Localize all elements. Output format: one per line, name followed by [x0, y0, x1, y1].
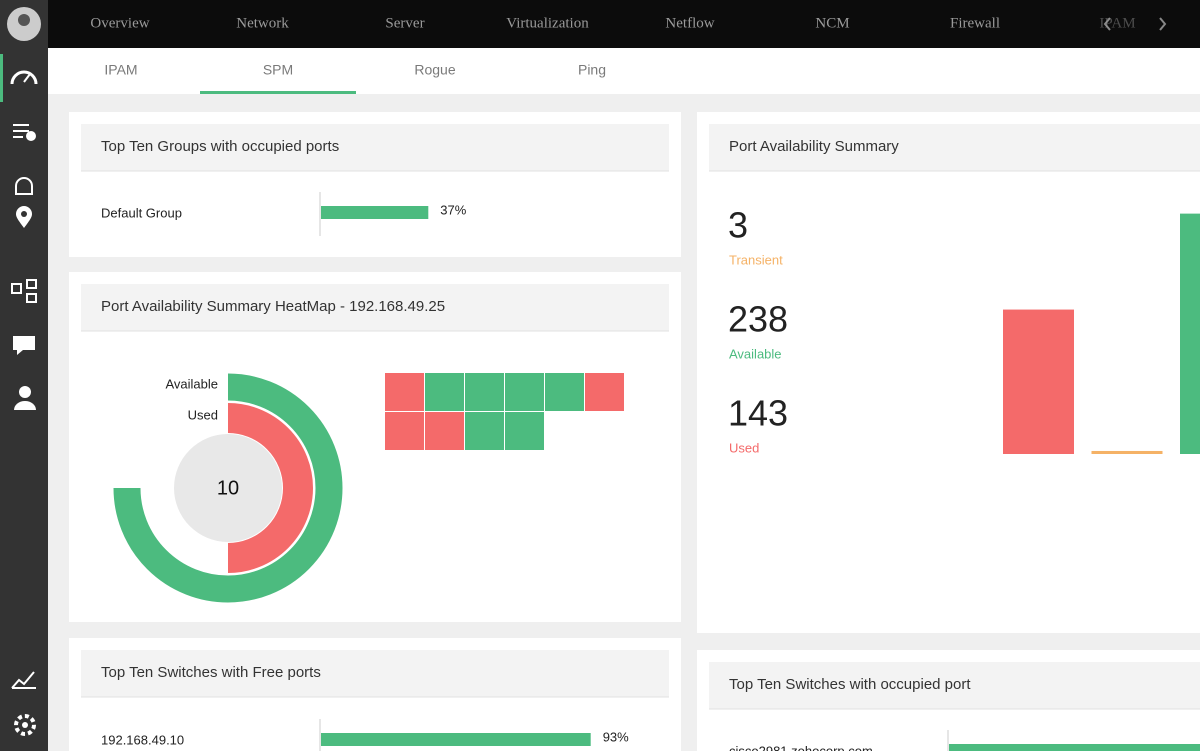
panel-header [81, 650, 669, 697]
stat-label: Available [729, 346, 782, 361]
stat-value: 238 [728, 299, 788, 340]
user-icon-body [14, 401, 36, 410]
panel-title: Port Availability Summary [729, 138, 899, 155]
nav-tab[interactable]: Virtualization [506, 15, 589, 31]
list-icon[interactable] [13, 124, 29, 138]
heatmap-cell[interactable] [585, 373, 624, 411]
value-label: 93% [603, 729, 629, 744]
heatmap-cell[interactable] [545, 373, 584, 411]
panel-title: Port Availability Summary HeatMap - 192.… [101, 298, 445, 315]
stat-value: 143 [728, 393, 788, 434]
panel-header [81, 124, 669, 171]
topology-icon-node [26, 293, 37, 303]
panel-header [709, 662, 1200, 709]
top-nav [0, 0, 1200, 48]
chat-icon[interactable] [13, 336, 35, 355]
sub-nav [48, 48, 1200, 94]
bar [949, 744, 1200, 756]
nav-tab[interactable]: NCM [815, 15, 849, 31]
radial-arc [227, 403, 313, 573]
radial-arc [113, 373, 343, 603]
radial-label: Used [188, 407, 218, 422]
user-icon[interactable] [19, 386, 31, 398]
panel-title: Top Ten Groups with occupied ports [101, 138, 339, 155]
sub-tab[interactable]: Ping [578, 62, 606, 78]
sub-tab[interactable]: IPAM [104, 62, 137, 78]
radial-center-value: 10 [217, 477, 239, 499]
summary-bar [1003, 309, 1074, 454]
topology-icon[interactable] [11, 283, 22, 294]
heatmap-cell[interactable] [385, 373, 424, 411]
settings-icon[interactable] [14, 714, 36, 736]
panel-title: Top Ten Switches with occupied port [729, 676, 971, 693]
nav-tab[interactable]: Firewall [950, 15, 1000, 31]
panel [697, 112, 1200, 633]
settings-icon-core [22, 722, 28, 728]
stat-label: Used [729, 440, 759, 455]
nav-tab[interactable]: Netflow [665, 15, 714, 31]
heatmap-cell[interactable] [425, 373, 464, 411]
active-underline [200, 91, 356, 94]
heatmap-cell[interactable] [465, 412, 504, 450]
nav-tab[interactable]: Overview [90, 15, 149, 31]
stat-value: 3 [728, 205, 748, 246]
radial-center [174, 434, 282, 542]
heatmap-cell[interactable] [465, 373, 504, 411]
sidebar [0, 0, 48, 751]
map-icon-dot [21, 211, 27, 217]
row-label: Default Group [101, 205, 182, 220]
bar [321, 206, 429, 219]
sub-tab[interactable]: Rogue [414, 62, 455, 78]
alarm-icon[interactable] [15, 177, 33, 195]
row-label: cisco2981.zohocorp.com [729, 743, 873, 751]
reports-icon[interactable] [11, 671, 36, 689]
topology-icon-node [26, 279, 37, 289]
sub-tab[interactable]: SPM [263, 62, 293, 78]
dashboard-icon[interactable] [10, 70, 38, 85]
panel-header [81, 284, 669, 331]
summary-bar [1180, 213, 1200, 454]
sidebar-active [0, 54, 3, 102]
avatar-head [18, 14, 30, 26]
nav-tab[interactable]: IPAM [1099, 15, 1135, 31]
heatmap-cell[interactable] [385, 412, 424, 450]
list-icon-check [26, 131, 36, 141]
heatmap-cell[interactable] [505, 412, 544, 450]
bar [321, 733, 591, 746]
heatmap-cell[interactable] [425, 412, 464, 450]
nav-tab[interactable]: Server [385, 15, 424, 31]
stat-label: Transient [729, 252, 783, 267]
summary-bar [1091, 450, 1163, 454]
panel-title: Top Ten Switches with Free ports [101, 664, 321, 681]
nav-tab[interactable]: Network [236, 15, 289, 31]
panel-header [709, 124, 1200, 171]
nav-arrows[interactable] [1103, 17, 1167, 31]
dashboard-icon-needle [23, 73, 31, 83]
heatmap-cell[interactable] [505, 373, 544, 411]
row-label: 192.168.49.10 [101, 732, 184, 747]
radial-label: Available [165, 376, 218, 391]
value-label: 37% [440, 202, 466, 217]
